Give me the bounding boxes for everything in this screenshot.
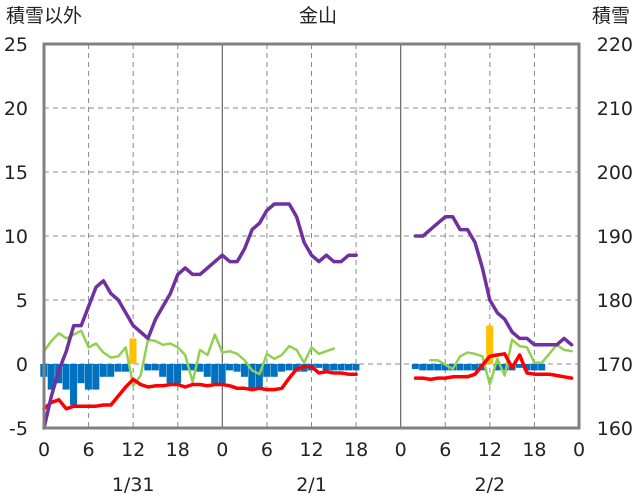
bar <box>441 364 449 371</box>
bar <box>166 364 174 384</box>
right-tick-label: 190 <box>597 226 633 248</box>
bar <box>62 364 70 390</box>
x-tick-label: 0 <box>216 439 228 461</box>
bar <box>456 364 464 371</box>
bar <box>174 364 182 384</box>
bar <box>515 364 523 368</box>
right-tick-label: 160 <box>597 418 633 440</box>
left-tick-label: -5 <box>9 418 28 440</box>
bar <box>270 364 278 377</box>
x-tick-label: 0 <box>395 439 407 461</box>
bar <box>114 364 122 372</box>
series-humidity_like <box>42 329 336 388</box>
right-tick-label: 220 <box>597 34 633 56</box>
right-tick-label: 200 <box>597 162 633 184</box>
bar <box>70 364 78 405</box>
bar <box>315 364 323 368</box>
bar <box>122 364 130 372</box>
bar <box>471 364 479 371</box>
day-label: 2/2 <box>475 474 506 496</box>
x-tick-label: 0 <box>38 439 50 461</box>
bar <box>500 364 509 371</box>
bar <box>419 364 427 371</box>
bar <box>211 364 219 384</box>
x-tick-label: 12 <box>121 439 145 461</box>
left-axis-label: 積雪以外 <box>6 5 82 27</box>
bar <box>344 364 352 371</box>
series-humidity_like_day3 <box>429 338 573 386</box>
bar <box>434 364 442 371</box>
x-tick-label: 18 <box>166 439 190 461</box>
bar <box>144 364 152 371</box>
bar <box>203 364 211 377</box>
bar <box>337 364 345 371</box>
bar <box>107 364 115 377</box>
bar <box>330 364 338 371</box>
bar <box>493 364 501 371</box>
left-tick-label: 5 <box>16 290 28 312</box>
bar <box>285 364 293 371</box>
left-tick-label: 0 <box>16 354 28 376</box>
bar <box>263 364 271 377</box>
bar <box>538 364 546 371</box>
series-snow_depth_day3 <box>413 215 574 347</box>
bar <box>352 364 360 371</box>
x-tick-label: 0 <box>573 439 585 461</box>
bar <box>523 364 531 371</box>
series-temperature_day3 <box>413 352 574 382</box>
chart-title: 金山 <box>299 5 337 27</box>
bar <box>99 364 107 377</box>
bar <box>218 364 226 384</box>
bar <box>240 364 248 377</box>
bar <box>129 338 137 364</box>
plot-border <box>42 42 581 430</box>
right-tick-label: 170 <box>597 354 633 376</box>
bar <box>248 364 256 390</box>
plot-frame <box>42 42 581 430</box>
x-tick-label: 6 <box>261 439 273 461</box>
x-tick-label: 6 <box>439 439 451 461</box>
bar <box>151 364 159 371</box>
bar <box>426 364 434 371</box>
bar <box>84 364 92 390</box>
left-tick-label: 10 <box>4 226 28 248</box>
left-tick-label: 15 <box>4 162 28 184</box>
bar <box>188 364 196 371</box>
bar <box>278 364 286 372</box>
day-label: 1/31 <box>112 474 155 496</box>
x-tick-label: 12 <box>299 439 323 461</box>
bar <box>77 364 85 384</box>
bar <box>92 364 100 390</box>
bar <box>322 364 330 371</box>
bar <box>255 364 263 390</box>
bar <box>226 364 234 371</box>
x-tick-label: 6 <box>83 439 95 461</box>
x-tick-label: 12 <box>478 439 502 461</box>
bar <box>463 364 471 371</box>
bar <box>486 325 494 364</box>
data-lines <box>42 202 574 430</box>
day-label: 2/1 <box>296 474 327 496</box>
bar <box>181 364 189 371</box>
left-tick-label: 25 <box>4 34 28 56</box>
x-tick-label: 18 <box>344 439 368 461</box>
bar <box>159 364 167 377</box>
bar <box>233 364 241 372</box>
bar <box>411 364 419 370</box>
bar <box>530 364 538 371</box>
series-temperature <box>42 364 358 411</box>
bar <box>47 364 55 390</box>
right-tick-label: 180 <box>597 290 633 312</box>
series-snow_depth <box>42 202 358 430</box>
right-axis-label: 積雪 <box>592 5 630 27</box>
right-tick-label: 210 <box>597 98 633 120</box>
bar <box>196 364 204 372</box>
x-tick-label: 18 <box>522 439 546 461</box>
precipitation-bars <box>40 325 546 405</box>
left-tick-label: 20 <box>4 98 28 120</box>
